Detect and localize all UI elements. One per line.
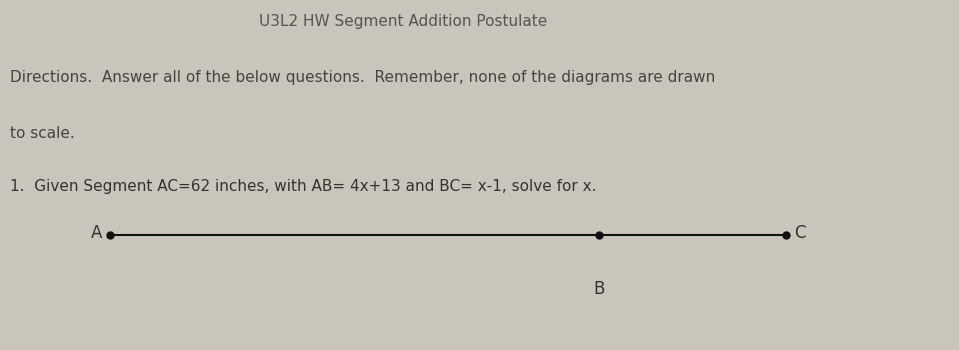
Text: B: B <box>594 280 605 298</box>
Text: to scale.: to scale. <box>10 126 75 141</box>
Text: A: A <box>91 224 103 242</box>
Text: U3L2 HW Segment Addition Postulate: U3L2 HW Segment Addition Postulate <box>259 14 547 29</box>
Text: 1.  Given Segment AC=62 inches, with AB= 4x+13 and BC= x-1, solve for x.: 1. Given Segment AC=62 inches, with AB= … <box>10 178 596 194</box>
Text: Directions.  Answer all of the below questions.  Remember, none of the diagrams : Directions. Answer all of the below ques… <box>10 70 714 85</box>
Text: C: C <box>794 224 806 242</box>
